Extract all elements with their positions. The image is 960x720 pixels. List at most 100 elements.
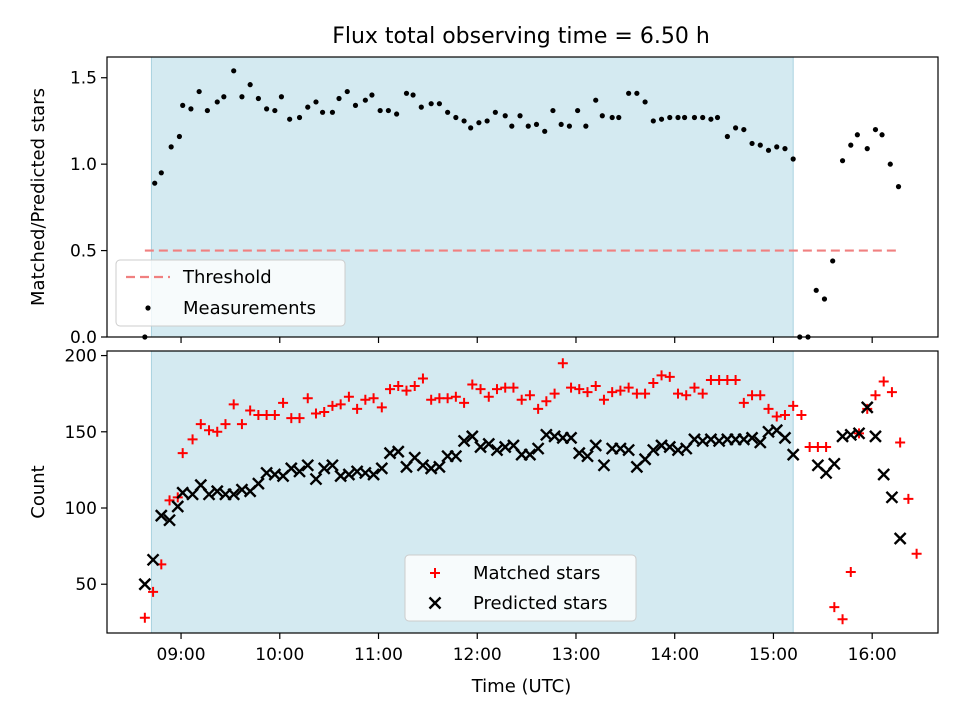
- matched-star-point: [788, 400, 799, 411]
- measurement-point: [344, 88, 350, 95]
- predicted-star-point: [227, 487, 241, 501]
- measurement-point: [749, 140, 755, 147]
- matched-star-point: [738, 397, 749, 408]
- measurement-point: [714, 114, 721, 121]
- matched-star-point: [656, 370, 667, 381]
- measurement-point: [626, 90, 632, 96]
- matched-star-point: [886, 387, 897, 398]
- predicted-star-point: [852, 426, 866, 440]
- measurement-point: [158, 170, 164, 176]
- measurement-point: [418, 104, 424, 110]
- matched-star-point: [245, 405, 256, 416]
- matched-star-point: [327, 400, 338, 411]
- matched-star-point: [368, 393, 379, 404]
- matched-star-point: [302, 393, 313, 404]
- matched-star-point: [475, 384, 486, 395]
- measurement-point: [287, 116, 293, 122]
- measurement-point: [650, 118, 656, 124]
- matched-star-point: [450, 391, 461, 402]
- predicted-star-point: [202, 487, 216, 501]
- x-axis-label: Time (UTC): [471, 676, 572, 697]
- predicted-star-point: [326, 458, 339, 472]
- measurement-point: [336, 95, 342, 102]
- measurement-point: [821, 296, 828, 302]
- measurement-point: [204, 107, 210, 114]
- matched-star-point: [771, 411, 782, 422]
- matched-star-point: [549, 388, 560, 399]
- measurement-point: [566, 123, 572, 129]
- y-tick-label: 100: [65, 499, 97, 519]
- x-tick-label: 12:00: [453, 645, 502, 665]
- y-tick-label: 1.0: [70, 155, 97, 175]
- predicted-star-point: [523, 448, 537, 462]
- predicted-star-point: [778, 431, 792, 445]
- predicted-star-point: [449, 449, 463, 463]
- matched-star-point: [837, 614, 848, 625]
- x-tick-label: 09:00: [157, 645, 206, 665]
- predicted-star-point: [154, 509, 168, 522]
- matched-star-point: [598, 394, 609, 405]
- matched-star-point: [648, 378, 659, 389]
- measurement-point: [575, 107, 581, 114]
- matched-star-point: [623, 382, 634, 393]
- legend-predicted-swatch: [428, 596, 442, 610]
- measurement-point: [484, 118, 490, 124]
- matched-star-point: [845, 567, 856, 578]
- measurement-point: [377, 107, 383, 114]
- measurement-point: [533, 121, 540, 128]
- predicted-star-point: [646, 443, 660, 457]
- y-tick-label: 50: [75, 575, 97, 595]
- measurement-point: [492, 109, 498, 115]
- measurement-point: [708, 116, 714, 122]
- predicted-star-point: [869, 430, 882, 443]
- matched-star-point: [319, 406, 330, 417]
- measurement-point: [453, 114, 459, 121]
- measurement-point: [667, 114, 673, 121]
- predicted-star-point: [482, 437, 496, 451]
- measurement-point: [616, 114, 622, 121]
- measurement-point: [221, 94, 227, 100]
- predicted-star-point: [572, 446, 586, 460]
- predicted-star-point: [622, 443, 635, 457]
- predicted-star-point: [745, 431, 759, 445]
- predicted-star-point: [474, 440, 487, 454]
- measurement-point: [410, 92, 416, 98]
- flux-ratio-panel: 0.0 0.5 1.0 1.5 Matched/Predicted stars Thre…: [28, 56, 939, 348]
- measurement-point: [247, 82, 253, 88]
- measurement-point: [542, 128, 548, 134]
- measurement-point: [168, 144, 174, 150]
- predicted-star-point: [877, 468, 891, 481]
- matched-star-point: [870, 390, 881, 401]
- predicted-star-point: [163, 513, 176, 527]
- measurement-point: [436, 101, 442, 107]
- predicted-star-point: [367, 468, 380, 481]
- matched-star-point: [903, 493, 914, 504]
- measurement-point: [214, 99, 220, 105]
- measurement-point: [476, 120, 482, 126]
- measurement-point: [724, 133, 730, 140]
- measurement-point: [681, 114, 688, 121]
- legend-box: [404, 554, 637, 622]
- matched-star-point: [212, 426, 223, 437]
- predicted-star-point: [301, 458, 315, 472]
- measurement-point: [658, 116, 665, 122]
- matched-star-point: [697, 388, 708, 399]
- matched-star-point: [673, 388, 684, 399]
- matched-star-point: [335, 399, 346, 410]
- measurement-point: [517, 113, 523, 119]
- matched-star-point: [310, 408, 321, 419]
- matched-star-point: [541, 396, 552, 407]
- measurement-point: [593, 97, 599, 103]
- legend-measurement-label: Measurements: [183, 298, 316, 319]
- matched-star-point: [220, 419, 231, 430]
- matched-star-point: [195, 419, 206, 430]
- predicted-star-point: [663, 440, 677, 454]
- matched-star-point: [566, 382, 577, 393]
- matched-star-point: [607, 387, 618, 398]
- figure-title: Flux total observing time = 6.50 h: [332, 24, 710, 49]
- matched-star-point: [574, 384, 585, 395]
- matched-star-point: [177, 448, 188, 459]
- y-axis-label: Matched/Predicted stars: [28, 88, 49, 306]
- matched-star-point: [796, 410, 807, 421]
- measurement-point: [895, 184, 902, 190]
